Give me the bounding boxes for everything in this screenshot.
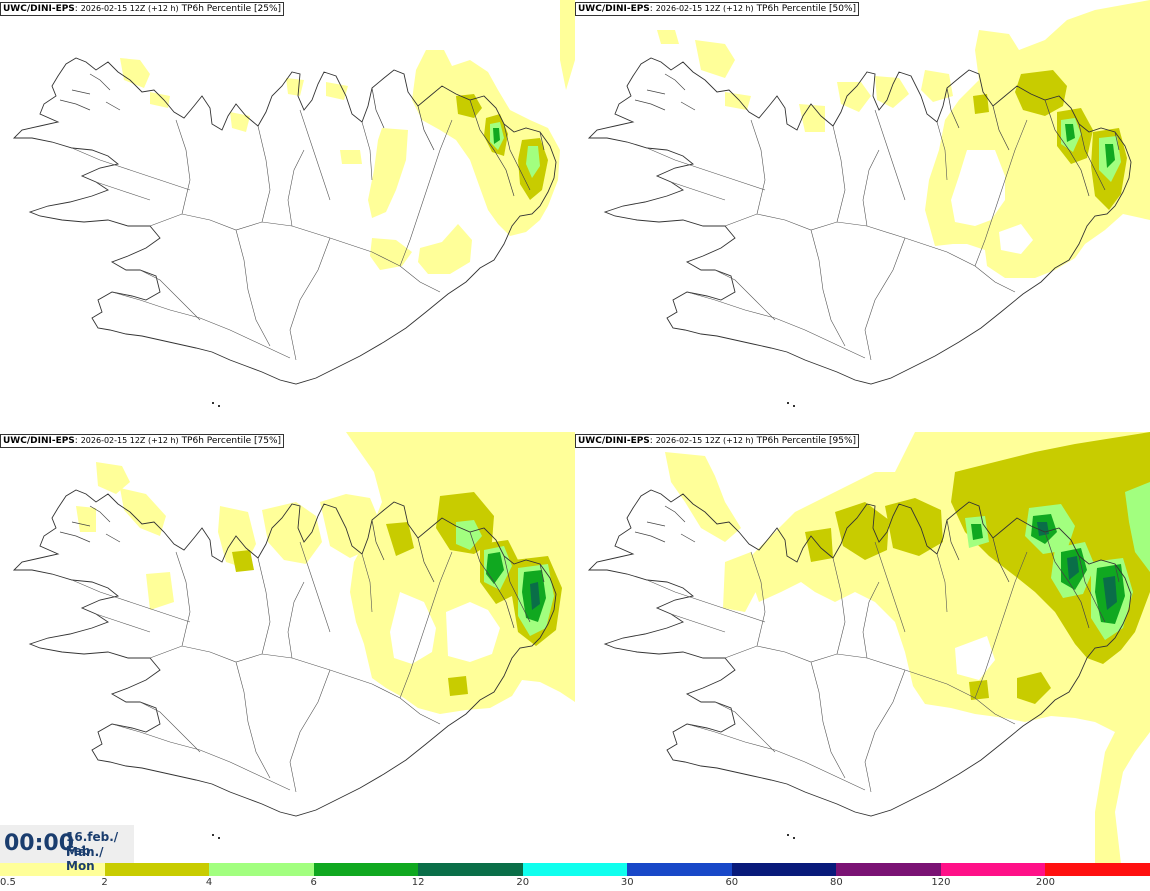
precip-shading [120, 0, 575, 274]
precip-shading [76, 432, 575, 714]
legend-tick-label: 0.5 [0, 877, 16, 888]
run-time: 2026-02-15 12Z (+12 h) [655, 436, 754, 445]
precip-map [588, 0, 1150, 408]
legend-swatch [836, 863, 941, 876]
color-legend: 0.5 2 4 6 12 20 30 60 80 120 200 [0, 863, 1150, 891]
panel-title: UWC/DINI-EPS: 2026-02-15 12Z (+12 h) TP6… [575, 434, 860, 448]
legend-tick-label: 4 [205, 877, 213, 888]
legend-tick-label: 30 [620, 877, 634, 888]
legend-swatch [418, 863, 523, 876]
model-name: UWC/DINI-EPS [3, 4, 75, 14]
precip-map [13, 432, 575, 840]
map-panel-p50: UWC/DINI-EPS: 2026-02-15 12Z (+12 h) TP6… [575, 0, 1150, 432]
run-time: 2026-02-15 12Z (+12 h) [80, 436, 179, 445]
map-panel-p75: UWC/DINI-EPS: 2026-02-15 12Z (+12 h) TP6… [0, 432, 575, 864]
legend-tick-label: 12 [411, 877, 425, 888]
legend-swatch [0, 863, 105, 876]
legend-tick-label: 120 [931, 877, 951, 888]
valid-date: 16.feb./ Feb [66, 830, 119, 858]
valid-time-box: 00:00 16.feb./ Feb Mán./ Mon [0, 825, 134, 873]
product-name: TP6h Percentile [50%] [756, 4, 857, 14]
legend-swatch [104, 863, 210, 876]
precip-map [588, 432, 1150, 864]
panel-title: UWC/DINI-EPS: 2026-02-15 12Z (+12 h) TP6… [0, 434, 285, 448]
product-name: TP6h Percentile [25%] [181, 4, 282, 14]
legend-swatch [731, 863, 837, 876]
product-name: TP6h Percentile [75%] [181, 436, 282, 446]
precip-shading [657, 0, 1150, 278]
precip-map [13, 0, 575, 408]
legend-bar [0, 863, 1150, 876]
model-name: UWC/DINI-EPS [578, 4, 650, 14]
legend-tick-label: 60 [725, 877, 739, 888]
legend-swatch [1045, 863, 1150, 876]
legend-tick-label: 200 [1035, 877, 1055, 888]
model-name: UWC/DINI-EPS [578, 436, 650, 446]
panel-title: UWC/DINI-EPS: 2026-02-15 12Z (+12 h) TP6… [575, 2, 860, 16]
legend-swatch [522, 863, 628, 876]
legend-swatch [313, 863, 419, 876]
panel-title: UWC/DINI-EPS: 2026-02-15 12Z (+12 h) TP6… [0, 2, 285, 16]
legend-swatch [940, 863, 1046, 876]
valid-time: 00:00 [4, 831, 75, 856]
run-time: 2026-02-15 12Z (+12 h) [80, 4, 179, 13]
product-name: TP6h Percentile [95%] [756, 436, 857, 446]
legend-tick-label: 2 [101, 877, 108, 888]
legend-tick-label: 6 [310, 877, 317, 888]
precip-shading [665, 432, 1150, 864]
legend-swatch [627, 863, 732, 876]
map-panel-p25: UWC/DINI-EPS: 2026-02-15 12Z (+12 h) TP6… [0, 0, 575, 432]
legend-tick-label: 20 [516, 877, 530, 888]
legend-swatch [209, 863, 314, 876]
map-panel-p95: UWC/DINI-EPS: 2026-02-15 12Z (+12 h) TP6… [575, 432, 1150, 864]
legend-tick-label: 80 [829, 877, 843, 888]
valid-day: Mán./ Mon [66, 845, 104, 873]
run-time: 2026-02-15 12Z (+12 h) [655, 4, 754, 13]
model-name: UWC/DINI-EPS [3, 436, 75, 446]
